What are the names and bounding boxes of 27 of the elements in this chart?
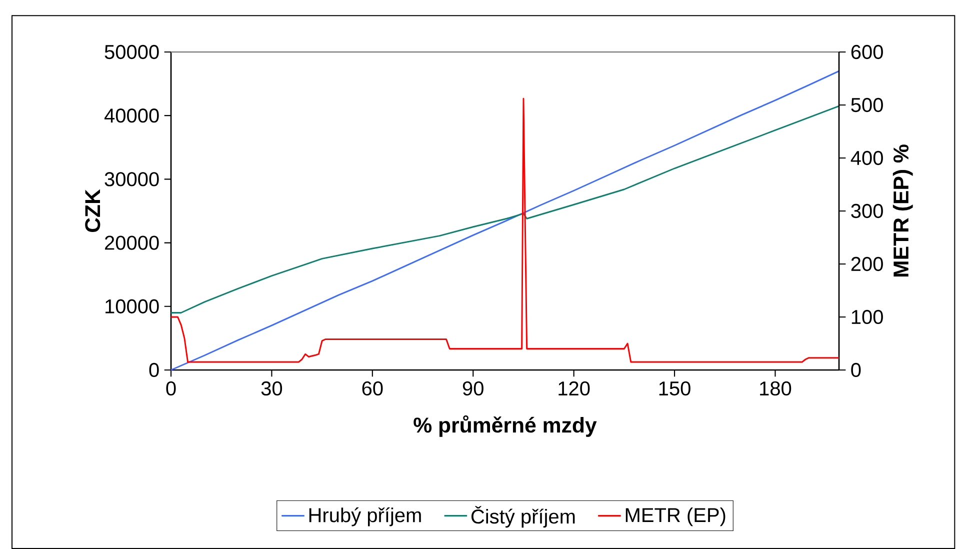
y2-tick-label: 500 bbox=[851, 98, 883, 112]
y2-tick-label: 300 bbox=[851, 204, 883, 218]
x-tick-label: 30 bbox=[261, 381, 282, 396]
y-tick-label: 10000 bbox=[106, 299, 159, 314]
y-tick-label: 40000 bbox=[104, 108, 159, 123]
x-axis-title: % průměrné mzdy bbox=[414, 415, 597, 437]
x-tick-label: 150 bbox=[659, 381, 690, 396]
x-tick-label: 0 bbox=[166, 381, 176, 396]
x-tick-label: 180 bbox=[760, 381, 792, 396]
y-tick-label: 20000 bbox=[105, 236, 159, 250]
y2-axis-title: METR (EP) % bbox=[892, 144, 913, 277]
x-tick-label: 90 bbox=[462, 381, 484, 396]
y2-tick-label: 200 bbox=[851, 256, 883, 272]
y2-tick-label: 100 bbox=[852, 310, 883, 324]
legend-label: METR (EP) bbox=[626, 507, 726, 526]
legend-label: Hrubý příjem bbox=[309, 507, 421, 526]
y-axis-title: CZK bbox=[85, 189, 100, 232]
y-tick-label: 50000 bbox=[104, 44, 159, 60]
y-tick-label: 0 bbox=[149, 362, 159, 378]
y2-tick-label: 0 bbox=[851, 362, 861, 378]
line-series bbox=[170, 105, 840, 314]
legend-label: Čistý příjem bbox=[471, 506, 575, 528]
x-tick-label: 120 bbox=[558, 381, 590, 396]
y2-tick-label: 400 bbox=[850, 150, 883, 166]
y-tick-label: 30000 bbox=[104, 172, 159, 186]
y2-tick-label: 600 bbox=[851, 44, 883, 60]
x-tick-label: 60 bbox=[362, 381, 383, 396]
